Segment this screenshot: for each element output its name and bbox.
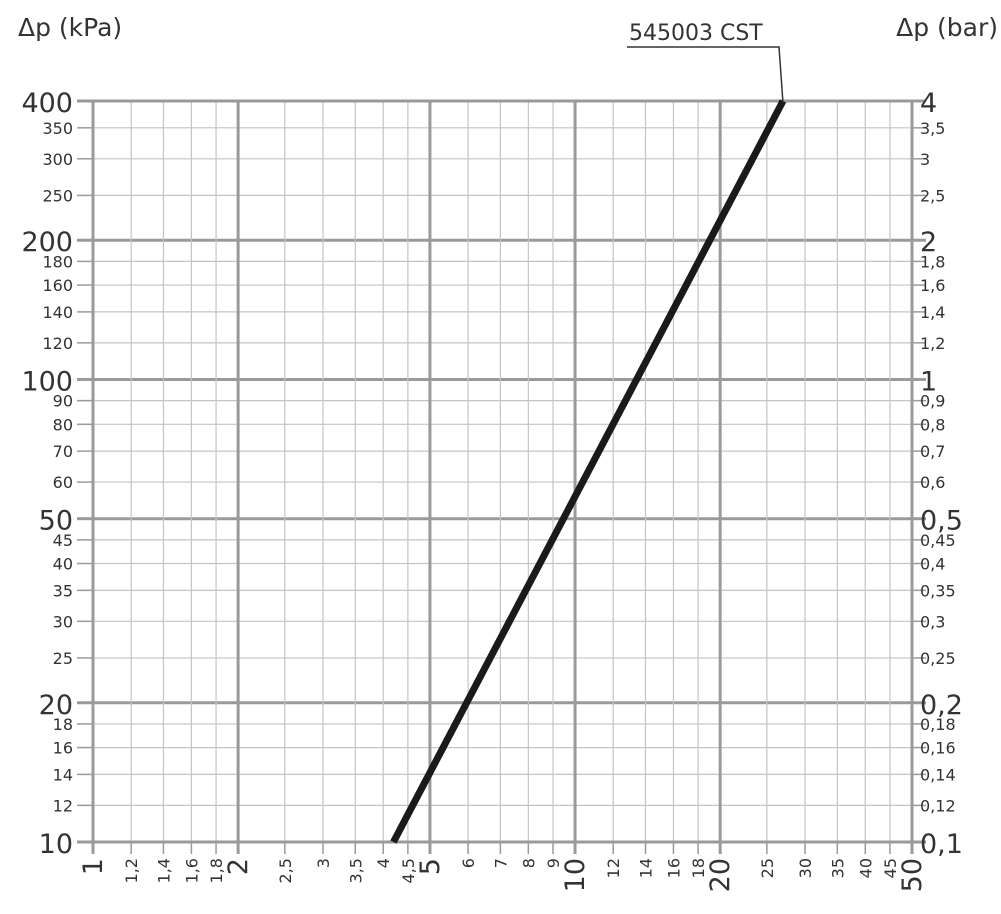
x-tick-label: 50: [897, 858, 928, 892]
y-right-tick-label: 0,9: [920, 392, 945, 411]
x-tick-label: 1,4: [154, 858, 173, 883]
x-tick-label: 5: [415, 858, 446, 875]
y-right-tick-label: 0,35: [920, 581, 956, 600]
y-right-tick-label: 4: [920, 88, 937, 119]
y-right-tick-label: 3,5: [920, 119, 945, 138]
y-right-tick-label: 0,6: [920, 473, 945, 492]
labels: 4003503002502001801601401201009080706050…: [21, 21, 963, 892]
x-tick-label: 12: [604, 858, 623, 878]
y-left-tick-label: 200: [21, 227, 73, 258]
y-right-tick-label: 0,7: [920, 442, 945, 461]
y-left-tick-label: 70: [53, 442, 73, 461]
x-tick-label: 6: [459, 858, 478, 868]
y-right-tick-label: 0,4: [920, 555, 945, 574]
x-tick-label: 35: [828, 858, 847, 878]
x-tick-label: 45: [881, 858, 900, 878]
y-left-tick-label: 100: [21, 366, 73, 397]
y-left-tick-label: 40: [53, 555, 73, 574]
y-left-tick-label: 350: [42, 119, 73, 138]
x-tick-label: 20: [705, 858, 736, 892]
y-left-unit-label: Δp (kPa): [18, 13, 122, 42]
x-tick-label: 14: [636, 858, 655, 878]
y-right-tick-label: 1,6: [920, 276, 945, 295]
y-left-tick-label: 10: [39, 829, 73, 860]
plot-frame: [91, 99, 914, 844]
x-tick-label: 8: [519, 858, 538, 868]
x-tick-label: 10: [560, 858, 591, 892]
y-left-tick-label: 50: [39, 506, 73, 537]
y-right-tick-label: 0,25: [920, 649, 956, 668]
y-left-tick-label: 180: [42, 252, 73, 271]
y-right-tick-label: 0,2: [920, 690, 963, 721]
axes: [77, 99, 926, 854]
y-right-tick-label: 0,3: [920, 612, 945, 631]
y-left-tick-label: 45: [53, 531, 73, 550]
x-tick-label: 4: [374, 858, 393, 868]
y-right-tick-label: 0,14: [920, 765, 956, 784]
x-tick-label: 4,5: [399, 858, 418, 883]
y-right-tick-label: 1,8: [920, 252, 945, 271]
y-left-tick-label: 14: [53, 765, 73, 784]
x-tick-label: 16: [664, 858, 683, 878]
y-right-tick-label: 0,16: [920, 739, 956, 758]
y-right-tick-label: 2: [920, 227, 937, 258]
series: [390, 46, 787, 844]
y-left-tick-label: 160: [42, 276, 73, 295]
y-left-tick-label: 16: [53, 739, 73, 758]
x-tick-label: 2,5: [276, 858, 295, 883]
y-right-tick-label: 2,5: [920, 186, 945, 205]
y-left-tick-label: 25: [53, 649, 73, 668]
y-right-tick-label: 0,18: [920, 715, 956, 734]
y-left-tick-label: 80: [53, 415, 73, 434]
x-tick-label: 2: [223, 858, 254, 875]
x-tick-label: 3: [314, 858, 333, 868]
x-tick-label: 18: [689, 858, 708, 878]
x-tick-label: 25: [758, 858, 777, 878]
x-tick-label: 40: [856, 858, 875, 878]
y-left-tick-label: 120: [42, 334, 73, 353]
y-right-tick-label: 1: [920, 366, 937, 397]
y-right-tick-label: 0,1: [920, 829, 963, 860]
y-right-tick-label: 0,5: [920, 506, 963, 537]
y-left-tick-label: 20: [39, 690, 73, 721]
y-right-tick-label: 0,8: [920, 415, 945, 434]
y-left-tick-label: 250: [42, 186, 73, 205]
y-right-tick-label: 0,12: [920, 796, 956, 815]
y-left-tick-label: 140: [42, 303, 73, 322]
x-tick-label: 9: [544, 858, 563, 868]
x-tick-label: 1,6: [182, 858, 201, 883]
x-tick-label: 7: [491, 858, 510, 868]
y-right-tick-label: 1,2: [920, 334, 945, 353]
y-left-tick-label: 400: [21, 88, 73, 119]
series-line: [390, 99, 787, 844]
y-left-tick-label: 18: [53, 715, 73, 734]
grid: [91, 99, 914, 844]
y-left-tick-label: 12: [53, 796, 73, 815]
y-left-tick-label: 60: [53, 473, 73, 492]
x-tick-label: 30: [796, 858, 815, 878]
y-right-tick-label: 0,45: [920, 531, 956, 550]
y-left-tick-label: 300: [42, 150, 73, 169]
y-right-unit-label: Δp (bar): [896, 13, 998, 42]
y-left-tick-label: 30: [53, 612, 73, 631]
series-leader-line: [626, 46, 784, 104]
x-tick-label: 1: [78, 858, 109, 875]
x-tick-label: 1,8: [207, 858, 226, 883]
series-label: 545003 CST: [629, 21, 763, 46]
y-right-tick-label: 3: [920, 150, 930, 169]
y-right-tick-label: 1,4: [920, 303, 945, 322]
x-tick-label: 1,2: [122, 858, 141, 883]
y-left-tick-label: 90: [53, 392, 73, 411]
y-left-tick-label: 35: [53, 581, 73, 600]
x-tick-label: 3,5: [346, 858, 365, 883]
